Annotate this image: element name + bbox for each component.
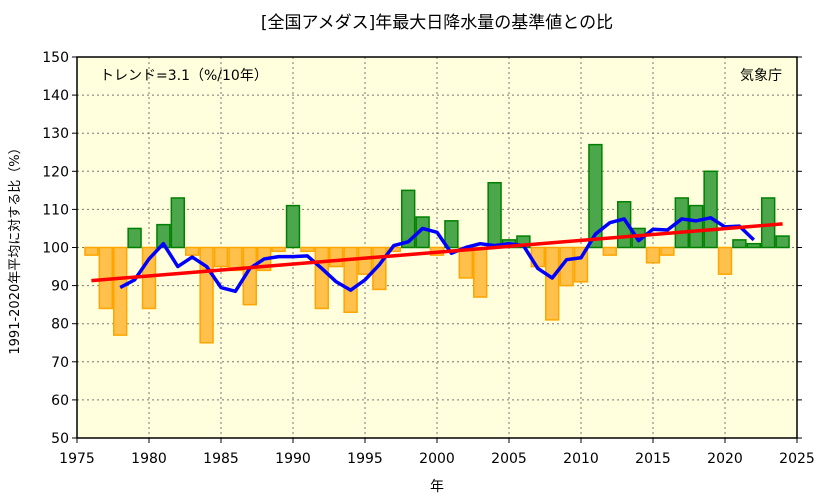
bar-2003 (473, 246, 488, 298)
bar-1991 (300, 246, 315, 253)
x-tick-label: 1985 (203, 451, 239, 467)
bar-2016 (660, 246, 675, 256)
x-axis-label: 年 (430, 479, 444, 495)
bar-1981 (156, 223, 171, 249)
bar-2001 (444, 220, 459, 249)
bar-1989 (271, 246, 286, 253)
bar-1979 (127, 227, 142, 249)
x-tick-label: 2015 (635, 451, 671, 467)
bar-1998 (401, 189, 416, 249)
x-tick-label: 2025 (779, 451, 815, 467)
x-tick-label: 1995 (347, 451, 383, 467)
x-tick-label: 2005 (491, 451, 527, 467)
bar-2024 (775, 235, 790, 249)
y-tick-label: 80 (51, 317, 69, 333)
chart-title: [全国アメダス]年最大日降水量の基準値との比 (261, 13, 613, 33)
bar-2008 (545, 246, 560, 321)
bar-2019 (703, 170, 718, 249)
moving-average-line (119, 216, 756, 294)
trend-annotation: トレンド=3.1（%/10年） (100, 68, 268, 84)
bar-1982 (170, 197, 186, 249)
bar-2011 (588, 143, 603, 249)
y-tick-label: 130 (42, 126, 69, 142)
y-tick-label: 60 (51, 393, 69, 409)
y-tick-label: 150 (42, 50, 69, 66)
y-axis-label: 1991-2020年平均に対する比（%） (8, 141, 23, 354)
bar-2023 (761, 197, 776, 249)
bar-2012 (602, 246, 617, 256)
source-label: 気象庁 (740, 68, 782, 84)
y-tick-label: 70 (51, 355, 69, 371)
bar-1993 (329, 246, 344, 268)
y-tick-label: 120 (42, 164, 69, 180)
x-tick-label: 1990 (275, 451, 311, 467)
ticks: 50 60 70 80 90 100 110 120 130 140 150 1975 1980 1985… (42, 50, 815, 467)
y-tick-label: 100 (42, 241, 69, 257)
bar-2002 (458, 246, 474, 279)
bar-1978 (113, 246, 128, 336)
bar-1985 (213, 246, 229, 268)
bar-2010 (573, 246, 589, 283)
bar-1995 (357, 246, 373, 275)
y-tick-label: 50 (51, 431, 69, 447)
bar-2021 (732, 239, 747, 249)
bar-1992 (314, 246, 330, 310)
trend-line (91, 222, 783, 283)
bar-1976 (84, 246, 99, 256)
bar-1990 (285, 204, 301, 249)
y-tick-label: 90 (51, 279, 69, 295)
bar-2022 (746, 242, 761, 249)
y-tick-label: 110 (42, 202, 69, 218)
x-tick-label: 2010 (563, 451, 599, 467)
bar-1994 (343, 246, 358, 314)
bar-2020 (717, 246, 733, 275)
x-tick-label: 2000 (419, 451, 455, 467)
lines (91, 216, 783, 294)
bar-2015 (645, 246, 661, 264)
bar-1983 (185, 246, 200, 256)
bars (84, 143, 790, 344)
bar-2018 (689, 204, 704, 249)
x-tick-label: 1980 (131, 451, 167, 467)
x-tick-label: 1975 (59, 451, 95, 467)
x-tick-label: 2020 (707, 451, 743, 467)
y-tick-label: 140 (42, 88, 69, 104)
bar-2004 (487, 181, 502, 249)
